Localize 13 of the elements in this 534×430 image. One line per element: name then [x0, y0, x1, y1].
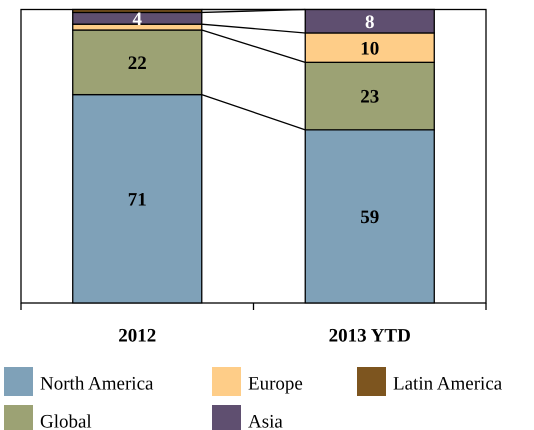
data-label: 71	[128, 189, 147, 210]
data-label: 10	[360, 38, 380, 60]
data-label: 8	[365, 12, 374, 33]
legend-label: Global	[40, 412, 92, 430]
data-label: 59	[360, 207, 380, 228]
x-tick-label: 2012	[118, 326, 156, 347]
legend-label: Asia	[248, 412, 284, 430]
legend-label: North America	[40, 374, 154, 395]
data-label: 23	[360, 86, 380, 108]
data-label: 22	[128, 52, 147, 74]
legend-label: Europe	[248, 374, 303, 395]
legend-label: Latin America	[393, 374, 503, 395]
x-tick-label: 2013 YTD	[328, 326, 411, 347]
